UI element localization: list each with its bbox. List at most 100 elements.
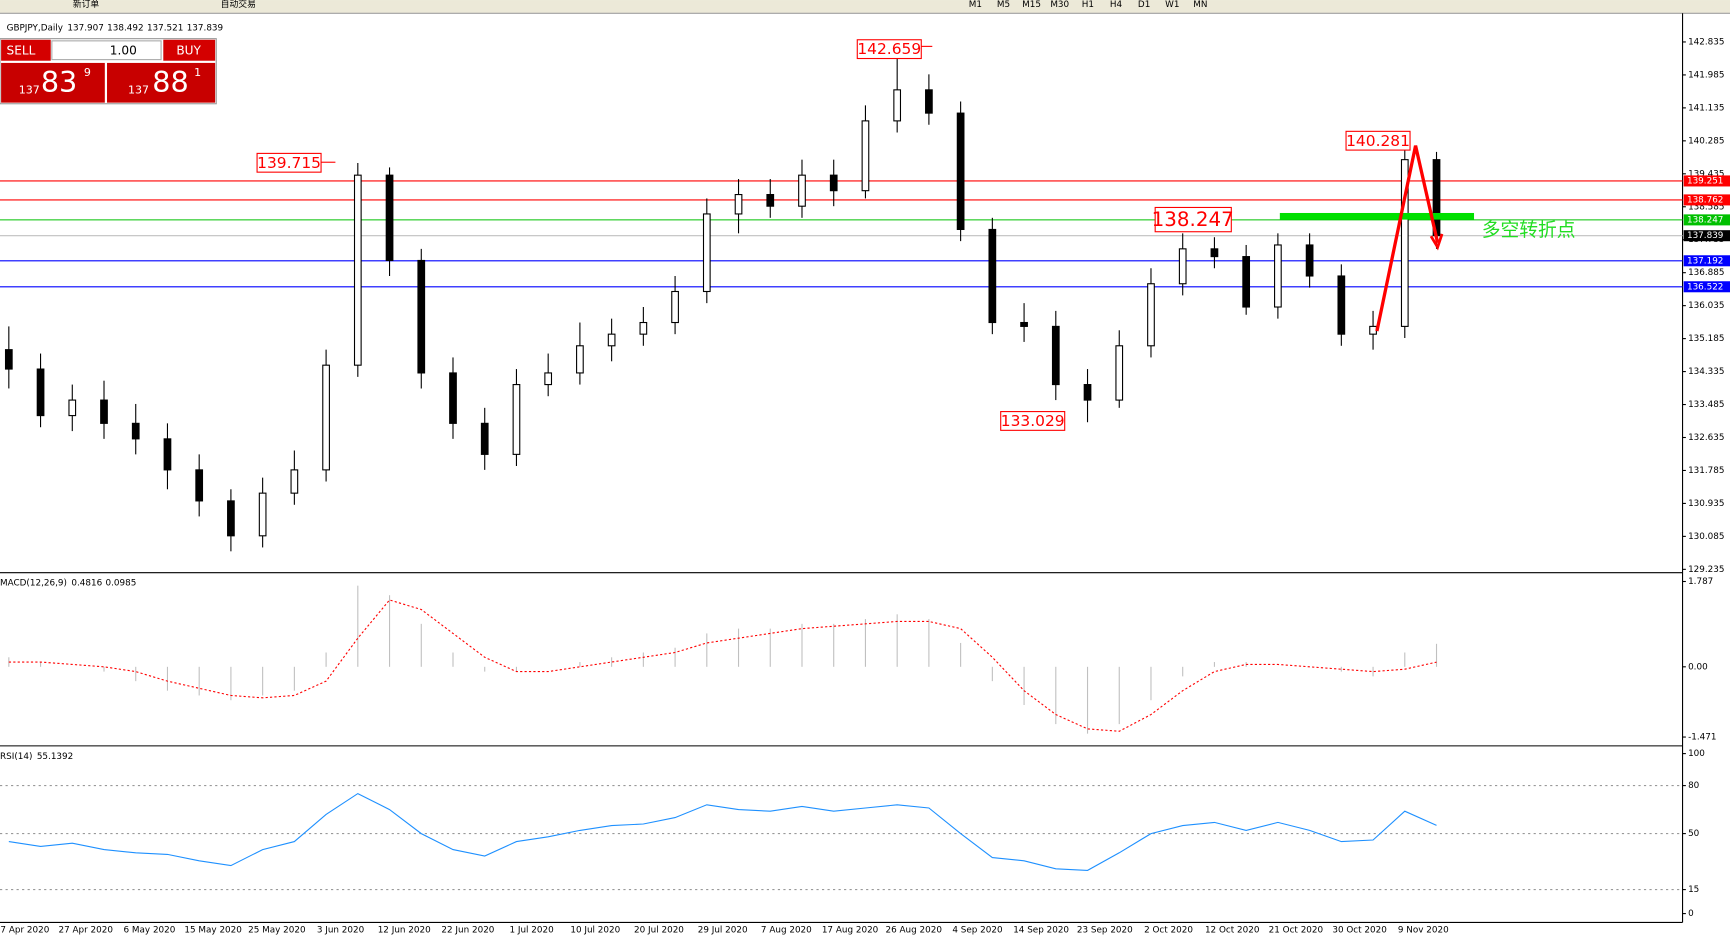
candle-body [925, 89, 933, 114]
toolbar [0, 0, 1730, 14]
level-label-box [1683, 194, 1730, 206]
level-label: 138.247 [1687, 215, 1723, 225]
candle-body [1210, 248, 1219, 258]
timeframe-button[interactable]: W1 [1165, 0, 1179, 10]
x-tick-label: 27 Apr 2020 [59, 926, 114, 936]
x-tick-label: 26 Aug 2020 [886, 926, 943, 936]
y-tick-label: 0 [1688, 909, 1694, 919]
candle-body [512, 384, 521, 455]
buy-label[interactable]: BUY [176, 43, 201, 57]
timeframe-button[interactable]: H1 [1082, 0, 1094, 10]
ask-pips: 88 [152, 65, 188, 99]
annotation: 142.659 [857, 40, 921, 58]
annotation: 139.715 [257, 154, 321, 172]
timeframe-button[interactable]: M5 [997, 0, 1010, 10]
x-tick-label: 2 Oct 2020 [1144, 926, 1193, 936]
candle-body [449, 372, 457, 424]
buy-button[interactable] [163, 39, 216, 61]
timeframe-button[interactable]: M30 [1050, 0, 1069, 10]
y-tick-label: -1.471 [1688, 733, 1716, 743]
level-label: 139.251 [1687, 176, 1723, 186]
candle-body [829, 174, 838, 192]
lot-input[interactable] [51, 40, 162, 61]
timeframe-button[interactable]: M1 [969, 0, 982, 10]
x-tick-label: 22 Jun 2020 [441, 926, 494, 936]
candle-body [290, 469, 299, 494]
annotation: 133.029 [1001, 412, 1065, 430]
ask-box[interactable] [107, 62, 216, 103]
annotation-box [1000, 411, 1066, 431]
y-tick-label: 139.435 [1688, 169, 1724, 179]
sell-button[interactable] [1, 39, 51, 61]
candle-body [544, 372, 553, 386]
candle-body [576, 345, 584, 374]
y-tick-label: 141.135 [1688, 103, 1724, 113]
timeframe-button[interactable]: M15 [1022, 0, 1041, 10]
candle-body [671, 290, 679, 324]
timeframe-button[interactable]: H4 [1110, 0, 1123, 10]
y-tick-label: 129.235 [1688, 565, 1724, 575]
y-tick-label: 142.835 [1688, 37, 1724, 47]
y-tick-label: 50 [1688, 829, 1700, 839]
y-tick-label: 131.785 [1688, 466, 1724, 476]
level-label: 138.762 [1687, 195, 1723, 205]
toolbar-button[interactable]: 新订单 [73, 0, 100, 10]
level-label-box [1683, 214, 1730, 226]
y-tick-label: 0.00 [1688, 662, 1708, 672]
x-tick-label: 23 Sep 2020 [1077, 926, 1133, 936]
candle-body [766, 194, 775, 207]
candle-body [1178, 248, 1187, 285]
x-tick-label: 17 Apr 2020 [0, 926, 50, 936]
y-tick-label: 100 [1688, 749, 1705, 759]
x-tick-label: 3 Jun 2020 [317, 926, 365, 936]
candle-body [734, 194, 743, 215]
x-tick-label: 10 Jul 2020 [570, 926, 620, 936]
y-tick-label: 1.787 [1688, 577, 1713, 587]
price-chart: 142.835 141.985 141.135 140.285 139.435 138.5… [0, 13, 1730, 936]
x-tick-label: 30 Oct 2020 [1332, 926, 1387, 936]
toolbar-button[interactable]: 自动交易 [221, 0, 256, 10]
x-tick-label: 14 Sep 2020 [1013, 926, 1069, 936]
x-tick-label: 12 Jun 2020 [378, 926, 431, 936]
y-tick-label: 133.485 [1688, 400, 1724, 410]
timeframe-button[interactable]: D1 [1138, 0, 1150, 10]
candle-body [1083, 384, 1092, 401]
note: 多空转折点 [1482, 219, 1576, 241]
level-label-box [1683, 230, 1730, 242]
lot-value[interactable]: 1.00 [110, 43, 137, 57]
ask-big: 137 [128, 84, 149, 97]
annotation-box [1154, 206, 1232, 233]
x-tick-label: 7 Aug 2020 [761, 926, 812, 936]
x-tick-label: 12 Oct 2020 [1205, 926, 1260, 936]
candle-body [163, 438, 172, 471]
candle-body [353, 174, 362, 366]
x-tick-label: 9 Nov 2020 [1398, 926, 1449, 936]
sell-label[interactable]: SELL [7, 43, 36, 57]
candle-body [893, 89, 902, 122]
candle-body [1305, 244, 1314, 277]
bid-box[interactable] [1, 62, 105, 103]
candle-body [68, 399, 77, 417]
y-tick-label: 132.635 [1688, 433, 1724, 443]
x-tick-label: 25 May 2020 [248, 926, 306, 936]
candle-body [639, 321, 648, 335]
y-tick-label: 15 [1688, 885, 1699, 895]
indicator-header: MACD(12,26,9) 0.4816 0.0985 [0, 578, 136, 588]
candle-body [36, 368, 45, 417]
candle-body [1020, 321, 1028, 327]
candle-body [798, 174, 806, 207]
highlight-zone [1279, 212, 1475, 220]
ask-point: 1 [194, 66, 201, 79]
y-tick-label: 140.285 [1688, 136, 1724, 146]
signal-line [8, 599, 1437, 732]
x-tick-label: 15 May 2020 [184, 926, 242, 936]
y-tick-label: 134.335 [1688, 367, 1724, 377]
level-label-box [1683, 175, 1730, 187]
candle-body [227, 500, 235, 537]
rsi-line [8, 792, 1437, 871]
annotation: 140.281 [1346, 132, 1410, 150]
timeframe-button[interactable]: MN [1193, 0, 1207, 10]
candle-body [1051, 325, 1060, 386]
